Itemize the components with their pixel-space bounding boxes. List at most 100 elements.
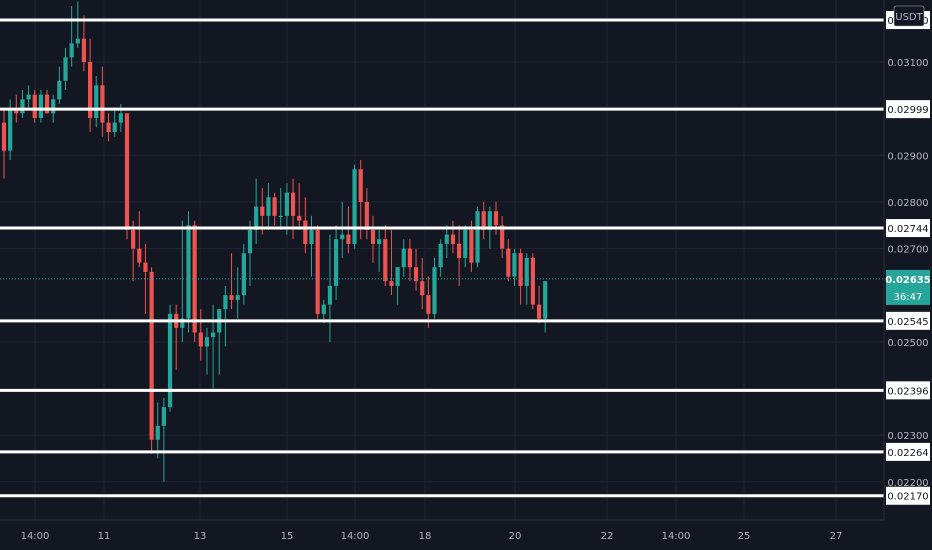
level-label-box [886, 219, 930, 238]
candle-body [327, 285, 333, 305]
candle-body [143, 262, 148, 272]
level-label-box [886, 381, 930, 400]
candle-body [377, 239, 382, 244]
price-tick-label: 0.02700 [887, 245, 928, 256]
candle-body [26, 94, 31, 100]
last-price-group: 0.02635 36:47 [0, 269, 931, 305]
candle-body [112, 122, 117, 132]
candle-body [500, 225, 505, 249]
candle-body [254, 206, 259, 230]
candle-body [124, 113, 130, 230]
candle-body [475, 211, 480, 263]
candle-body [487, 211, 492, 230]
candle-body [420, 281, 425, 296]
candle-body [413, 267, 419, 282]
candle-body [198, 332, 203, 347]
candle-body [315, 229, 320, 314]
candle-body [450, 234, 456, 244]
time-tick-label: 27 [830, 531, 843, 542]
candle-body [1, 122, 7, 151]
candle-body [340, 234, 345, 240]
level-label: 0.02545 [887, 317, 928, 328]
time-tick-label: 14:00 [21, 531, 50, 542]
candle-body [352, 169, 357, 244]
candle-body [247, 229, 253, 254]
candle-body [131, 229, 136, 249]
candle-body [180, 318, 185, 328]
price-tick-label: 0.02200 [887, 478, 928, 489]
candle-body [186, 225, 191, 319]
time-tick-label: 11 [98, 531, 111, 542]
candle-body [334, 239, 339, 286]
candle-body [383, 239, 388, 282]
candle-body [426, 295, 431, 314]
candle-body [309, 229, 314, 244]
candle-body [118, 113, 123, 123]
candle-body [444, 234, 449, 244]
price-axis[interactable]: 0.03100 0.02900 0.02800 0.02700 0.02500 0.023… [887, 58, 928, 489]
candle-body [518, 253, 523, 286]
level-label-box [886, 100, 930, 119]
level-label: 0.02396 [887, 386, 928, 397]
candle-body [192, 225, 197, 333]
candle-body [75, 38, 80, 44]
candle-body [88, 62, 93, 118]
candle-body [106, 122, 111, 132]
price-tick-label: 0.02900 [887, 151, 928, 162]
candle-body [321, 304, 326, 314]
candle-body [223, 295, 228, 310]
candle-body [512, 253, 517, 277]
candle-body [51, 99, 56, 114]
last-price-label: 0.02635 [885, 275, 931, 286]
candle-body [161, 407, 166, 426]
candle-body [38, 94, 43, 118]
candle-body [229, 295, 234, 300]
level-label: 0.02999 [887, 105, 928, 116]
candle-body [370, 229, 376, 244]
grid [0, 0, 884, 520]
candle-body [278, 215, 283, 217]
time-tick-label: 14:00 [341, 531, 370, 542]
candle-body [297, 215, 302, 221]
candle-body [44, 94, 50, 114]
candle-body [530, 257, 535, 305]
candle-body [266, 197, 271, 216]
time-tick-label: 25 [738, 531, 751, 542]
candle-body [524, 257, 529, 286]
last-price-box [886, 269, 930, 305]
candle-body [235, 295, 240, 300]
candle-body [290, 192, 296, 216]
candle-body [137, 248, 142, 263]
level-label: 0.02744 [887, 224, 928, 235]
level-label-box [886, 442, 930, 461]
time-axis[interactable]: 14:00 11 13 15 14:00 18 20 22 14:00 25 27 [21, 531, 843, 542]
candle-body [167, 313, 173, 408]
time-tick-label: 18 [419, 531, 432, 542]
candle-body [407, 248, 412, 268]
level-label-box [886, 486, 930, 505]
currency-label: USDT [895, 12, 923, 23]
time-tick-label: 14:00 [662, 531, 691, 542]
candle-body [469, 229, 474, 263]
candle-body [8, 108, 13, 151]
candle-body [211, 332, 216, 338]
candle-body [346, 234, 351, 244]
candle-body [69, 43, 74, 58]
candle-body [149, 271, 154, 440]
candle-body [364, 201, 369, 230]
candle-body [63, 57, 68, 81]
candle-body [463, 229, 468, 258]
candle-body [389, 281, 394, 286]
price-tick-label: 0.02800 [887, 198, 928, 209]
currency-box[interactable] [893, 5, 925, 27]
candle-body [260, 206, 265, 216]
candle-body [57, 80, 62, 100]
level-label: 0.02170 [887, 492, 928, 503]
candle-body [481, 211, 486, 230]
price-tick-label: 0.03100 [887, 58, 928, 69]
candle-body [506, 248, 511, 277]
candle-body [241, 253, 246, 296]
candle-body [457, 243, 462, 258]
